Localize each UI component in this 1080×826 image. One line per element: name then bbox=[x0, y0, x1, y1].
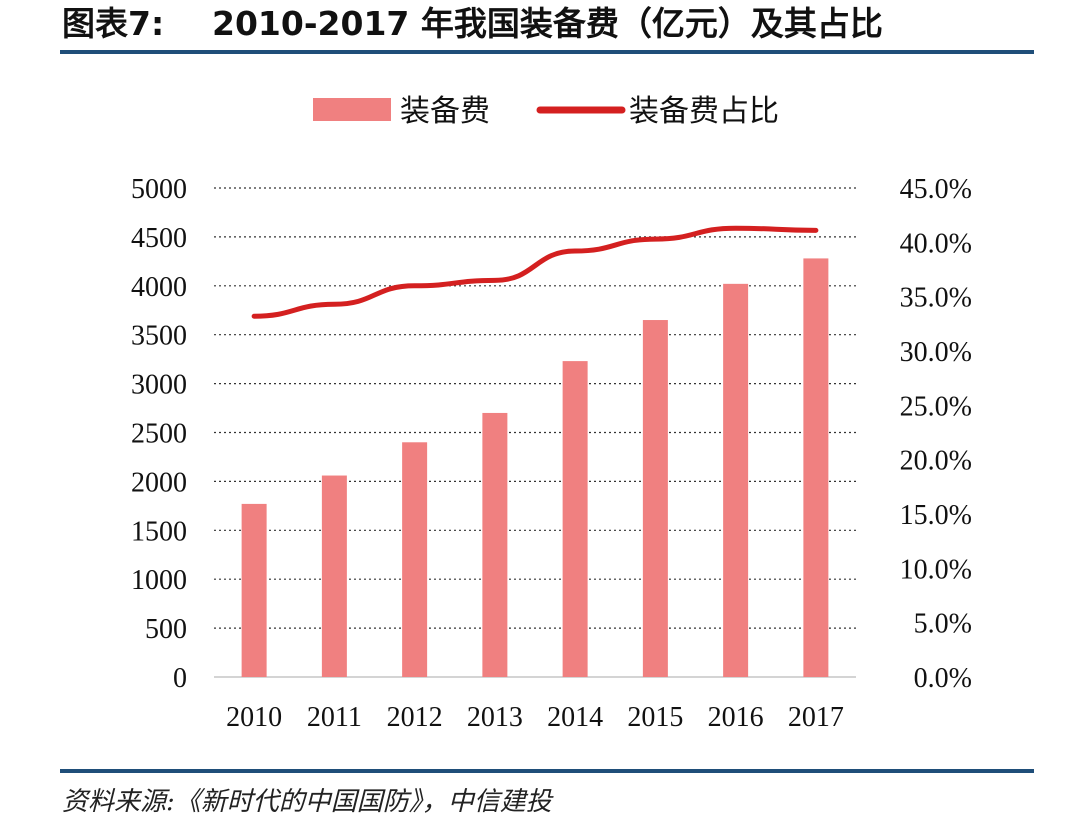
legend: 装备费 装备费占比 bbox=[313, 94, 779, 129]
left-axis-tick-label: 5000 bbox=[131, 174, 187, 205]
bar-2013 bbox=[482, 412, 508, 677]
figure-label: 图表7: bbox=[62, 4, 165, 43]
left-axis-tick-label: 2500 bbox=[131, 419, 187, 450]
bar-2016 bbox=[723, 283, 749, 677]
x-axis-tick-label: 2014 bbox=[547, 702, 603, 733]
line-series bbox=[251, 225, 819, 319]
ratio-point-2013 bbox=[493, 278, 497, 282]
x-axis-tick-label: 2012 bbox=[387, 702, 443, 733]
left-axis-tick-label: 4500 bbox=[131, 223, 187, 254]
ratio-point-2014 bbox=[573, 249, 577, 253]
legend-line-label: 装备费占比 bbox=[629, 94, 779, 129]
right-axis-tick-label: 40.0% bbox=[900, 228, 972, 259]
x-axis-tick-label: 2011 bbox=[307, 702, 362, 733]
left-axis-tick-label: 1000 bbox=[131, 565, 187, 596]
ratio-point-2010 bbox=[252, 314, 256, 318]
left-axis-tick-label: 1500 bbox=[131, 516, 187, 547]
x-axis-tick-label: 2015 bbox=[627, 702, 683, 733]
bar-2017 bbox=[803, 258, 829, 677]
left-axis: 0 500 1000 1500 2000 2500 3000 3500 4000 4500 5000 bbox=[131, 174, 187, 694]
bar-2011 bbox=[321, 475, 347, 677]
x-axis-tick-label: 2010 bbox=[226, 702, 282, 733]
left-axis-tick-label: 3000 bbox=[131, 370, 187, 401]
bar-2012 bbox=[402, 442, 428, 677]
ratio-point-2015 bbox=[653, 237, 657, 241]
right-axis-tick-label: 5.0% bbox=[914, 609, 972, 640]
right-axis-tick-label: 15.0% bbox=[900, 500, 972, 531]
right-axis-tick-label: 45.0% bbox=[900, 174, 972, 205]
left-axis-tick-label: 0 bbox=[173, 663, 187, 694]
bar-2015 bbox=[642, 320, 668, 677]
x-axis-tick-label: 2016 bbox=[708, 702, 764, 733]
ratio-point-2012 bbox=[413, 284, 417, 288]
right-axis-tick-label: 25.0% bbox=[900, 391, 972, 422]
right-axis-tick-label: 0.0% bbox=[914, 663, 972, 694]
right-axis-tick-label: 35.0% bbox=[900, 283, 972, 314]
x-axis: 2010 2011 2012 2013 2014 2015 2016 2017 bbox=[226, 702, 844, 733]
x-axis-tick-label: 2013 bbox=[467, 702, 523, 733]
ratio-line bbox=[251, 225, 819, 319]
bar-series bbox=[241, 258, 829, 677]
ratio-point-2017 bbox=[814, 228, 818, 232]
right-axis-tick-label: 10.0% bbox=[900, 554, 972, 585]
left-axis-tick-label: 3500 bbox=[131, 321, 187, 352]
right-axis-tick-label: 20.0% bbox=[900, 446, 972, 477]
right-axis-tick-label: 30.0% bbox=[900, 337, 972, 368]
figure-title: 图表7: 2010-2017 年我国装备费（亿元）及其占比 bbox=[62, 2, 883, 46]
bar-2010 bbox=[241, 503, 267, 677]
left-axis-tick-label: 2000 bbox=[131, 467, 187, 498]
legend-bar-label: 装备费 bbox=[400, 94, 490, 129]
legend-bar-swatch bbox=[313, 98, 391, 121]
ratio-point-2011 bbox=[332, 302, 336, 306]
figure-title-text: 2010-2017 年我国装备费（亿元）及其占比 bbox=[212, 4, 883, 43]
source-note: 资料来源:《新时代的中国国防》，中信建投 bbox=[62, 787, 552, 817]
grid-lines bbox=[214, 187, 856, 678]
bar-2014 bbox=[562, 361, 588, 677]
ratio-point-2016 bbox=[734, 226, 738, 230]
top-rule bbox=[60, 50, 1034, 54]
x-axis-tick-label: 2017 bbox=[788, 702, 844, 733]
right-axis: 0.0% 5.0% 10.0% 15.0% 20.0% 25.0% 30.0% 35.0% 40… bbox=[900, 174, 972, 694]
left-axis-tick-label: 4000 bbox=[131, 272, 187, 303]
left-axis-tick-label: 500 bbox=[145, 614, 187, 645]
bottom-rule bbox=[60, 769, 1034, 773]
